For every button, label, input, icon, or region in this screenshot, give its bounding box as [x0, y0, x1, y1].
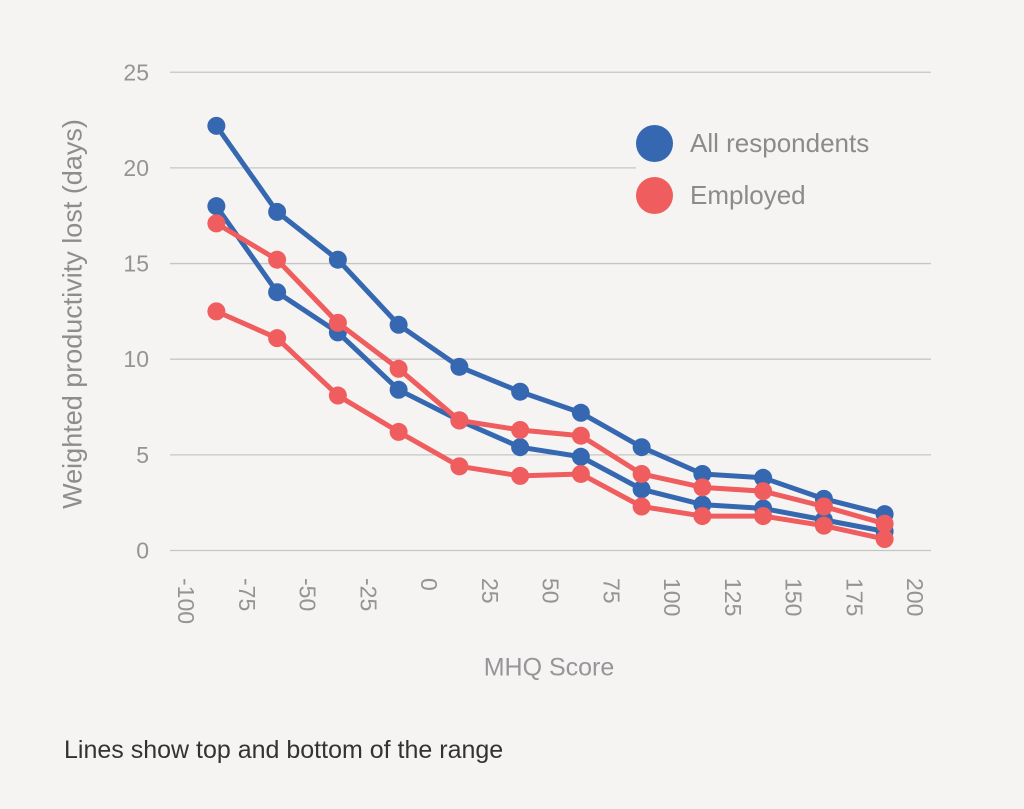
data-point [632, 464, 651, 483]
data-point [693, 464, 712, 483]
data-point [511, 438, 530, 457]
data-point [207, 214, 226, 233]
x-tick-label: 125 [720, 578, 746, 616]
x-tick-label: 150 [781, 578, 807, 616]
y-tick-label: 25 [123, 59, 149, 85]
data-point [632, 497, 651, 516]
y-tick-label: 15 [123, 251, 149, 277]
x-tick-label: 100 [659, 578, 685, 616]
chart-footnote: Lines show top and bottom of the range [64, 736, 504, 764]
series-line [214, 124, 886, 517]
x-tick-label: -25 [355, 578, 381, 611]
x-tick-label: 50 [538, 578, 564, 604]
legend: All respondents Employed [636, 100, 968, 244]
data-point [571, 426, 590, 445]
data-point [389, 315, 408, 334]
x-tick-label: -75 [234, 578, 260, 611]
data-point [268, 202, 287, 221]
data-point [754, 468, 773, 487]
data-point [571, 403, 590, 422]
data-point [875, 514, 894, 533]
legend-label-employed: Employed [690, 180, 806, 210]
x-tick-label: -50 [295, 578, 321, 611]
series-line [214, 204, 886, 534]
data-point [268, 329, 287, 348]
series-line [215, 309, 886, 542]
y-tick-label: 20 [123, 155, 149, 181]
data-point [389, 422, 408, 441]
data-point [328, 313, 347, 332]
data-point [754, 507, 773, 526]
data-point [450, 357, 469, 376]
y-axis-title: Weighted productivity lost (days) [57, 119, 88, 509]
x-tick-label: 25 [477, 578, 503, 604]
data-point [571, 447, 590, 466]
x-tick-label: 75 [598, 578, 624, 604]
legend-item-employed: Employed [636, 177, 968, 214]
legend-marker-all-respondents-icon [636, 125, 673, 162]
x-tick-label: 200 [902, 578, 928, 616]
data-point [328, 386, 347, 405]
data-point [511, 466, 530, 485]
legend-label-all-respondents: All respondents [690, 128, 870, 158]
data-point [814, 516, 833, 535]
data-point [693, 507, 712, 526]
legend-marker-employed-icon [636, 177, 673, 214]
data-point [511, 420, 530, 439]
data-point [632, 480, 651, 499]
data-point [754, 482, 773, 501]
data-point [875, 530, 894, 549]
data-point [450, 457, 469, 476]
x-tick-label: 0 [416, 578, 442, 591]
data-point [268, 283, 287, 302]
legend-item-all-respondents: All respondents [636, 125, 968, 162]
data-point [511, 382, 530, 401]
data-point [207, 116, 226, 135]
data-point [814, 497, 833, 516]
data-point [632, 438, 651, 457]
x-tick-label: 175 [841, 578, 867, 616]
y-tick-label: 0 [136, 538, 149, 564]
data-point [207, 302, 226, 321]
data-point [571, 464, 590, 483]
data-point [693, 478, 712, 497]
x-axis-title: MHQ Score [483, 653, 615, 682]
y-tick-label: 10 [123, 346, 149, 372]
data-point [389, 359, 408, 378]
y-tick-label: 5 [136, 442, 149, 468]
data-point [207, 197, 226, 216]
data-point [389, 380, 408, 399]
data-point [450, 411, 469, 430]
series-line [215, 221, 886, 527]
data-point [328, 250, 347, 269]
data-point [268, 250, 287, 269]
x-tick-label: -100 [173, 578, 199, 624]
